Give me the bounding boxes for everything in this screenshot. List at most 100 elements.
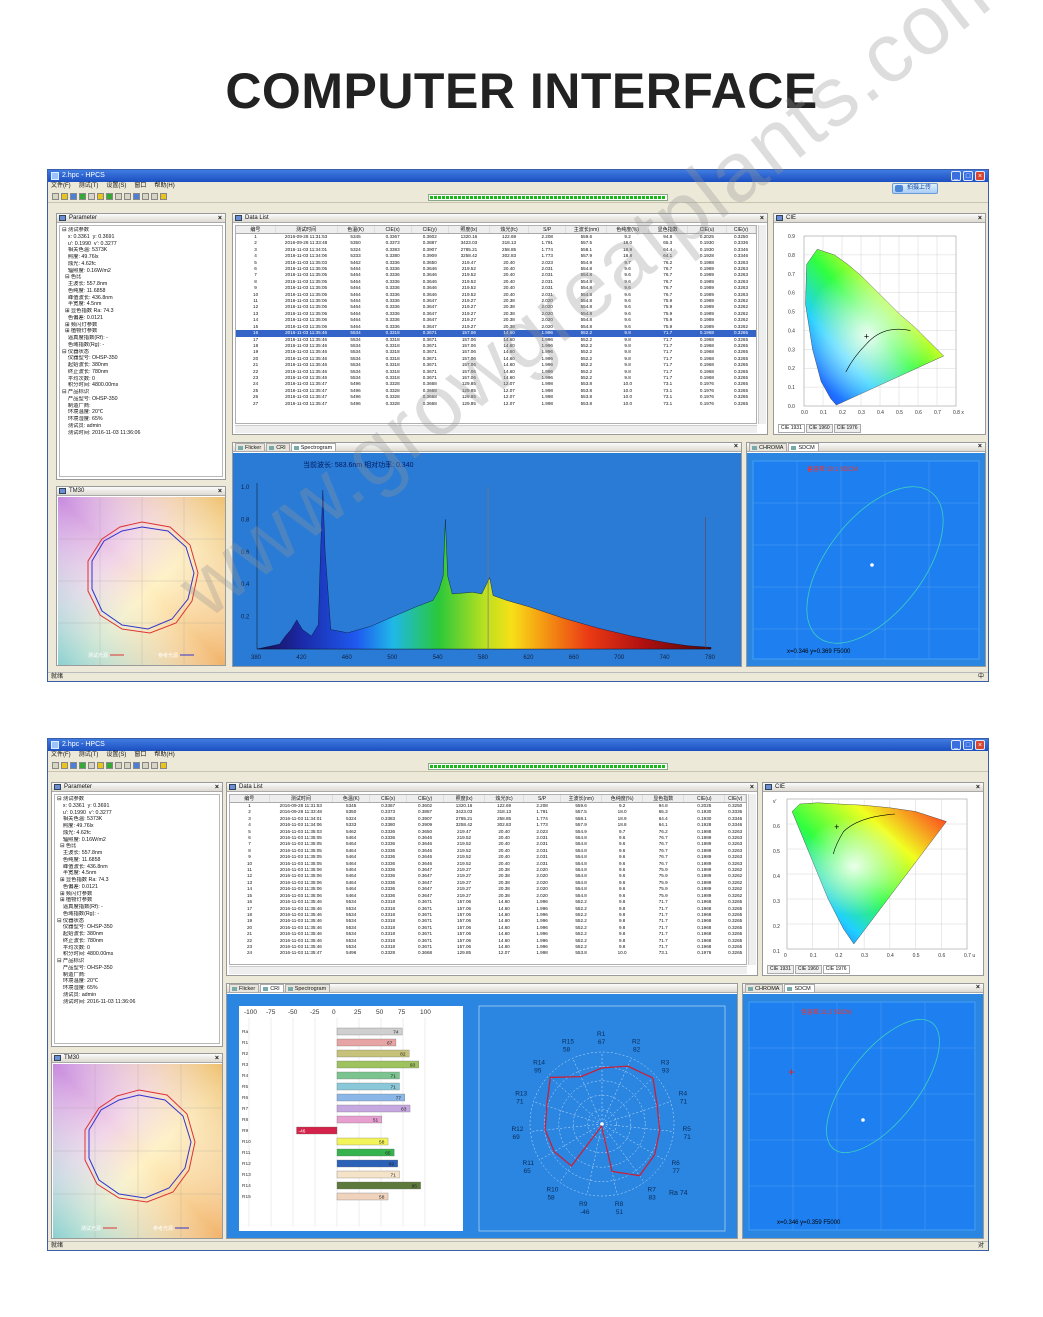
help-icon[interactable]: [160, 193, 167, 200]
maximize-button[interactable]: □: [963, 740, 973, 750]
vertical-scrollbar[interactable]: [748, 794, 756, 965]
parameter-line[interactable]: 平均次数: 0: [57, 944, 90, 951]
parameter-line[interactable]: 色偏差: 0.0121: [62, 314, 103, 321]
menu-test[interactable]: 测试(T): [78, 752, 99, 758]
column-header[interactable]: 照度(lx): [443, 795, 486, 803]
table-row[interactable]: 21 2016-11-03 11:35:46 5534 0.3318 0.3671 157…: [236, 362, 756, 368]
parameter-line[interactable]: 平均次数: 0: [62, 375, 95, 382]
table-row[interactable]: 14 2016-11-03 11:35:06 5464 0.3336 0.3647 219…: [230, 886, 746, 892]
parameter-line[interactable]: 积分时间: 4800.00ms: [62, 382, 119, 389]
column-header[interactable]: 显色指数: [648, 226, 688, 234]
menu-help[interactable]: 帮助(H): [154, 183, 175, 189]
parameter-line[interactable]: 产品型号: OHSP-350: [57, 964, 113, 971]
parameter-line[interactable]: 色域指数(Rg): -: [57, 910, 100, 917]
close-button[interactable]: ×: [975, 740, 985, 750]
cie-1931-diagram[interactable]: +0.0 0.1 0.2 0.3 0.4 0.5 0.6 0.7 0.8 x 0.9 0.8 0.7 0…: [786, 226, 966, 424]
table-row[interactable]: 18 2016-11-03 11:35:46 5534 0.3318 0.3671 157…: [230, 912, 746, 918]
tab-cie-1931[interactable]: CIE 1931: [767, 965, 794, 974]
close-icon[interactable]: ×: [759, 215, 764, 222]
tab-cie-1976[interactable]: CIE 1976: [833, 424, 861, 433]
column-header[interactable]: CIE(v): [726, 226, 756, 234]
grid-icon[interactable]: [88, 193, 95, 200]
column-header[interactable]: 色温(K): [337, 226, 375, 234]
table-row[interactable]: 5 2016-11-03 11:35:03 5462 0.3336 0.3650 219.…: [236, 260, 756, 266]
table-row[interactable]: 4 2016-11-03 11:34:06 5333 0.3380 0.3909 3258…: [230, 822, 746, 828]
tab-flicker[interactable]: Flicker: [235, 443, 266, 451]
tab-cri[interactable]: CRI: [260, 984, 284, 992]
parameter-line[interactable]: 峰值波长: 436.8nm: [62, 294, 113, 301]
parameter-line[interactable]: ⊞ 植物灯参数: [62, 328, 98, 335]
table-row[interactable]: 7 2016-11-03 11:35:05 5464 0.3336 0.3646 219.…: [230, 841, 746, 847]
table-row[interactable]: 20 2016-11-03 11:35:46 5534 0.3318 0.3671 157…: [236, 356, 756, 362]
parameter-line[interactable]: 相关色温: 5373K: [62, 247, 108, 254]
tools-icon[interactable]: [124, 193, 131, 200]
parameter-line[interactable]: 相关色温: 5373K: [57, 816, 103, 823]
settings-icon[interactable]: [133, 193, 140, 200]
parameter-line[interactable]: 峰值波长: 436.8nm: [57, 863, 108, 870]
close-icon[interactable]: ×: [733, 443, 738, 450]
cie-1976-diagram[interactable]: +0 0.1 0.2 0.3 0.4 0.5 0.6 0.7 u' v' 0.6 0.5 0.4 0.3…: [771, 795, 975, 961]
column-header[interactable]: 主波长(nm): [560, 795, 603, 803]
menu-help[interactable]: 帮助(H): [154, 752, 175, 758]
table-row[interactable]: 23 2016-11-03 11:35:46 5534 0.3318 0.3671 157…: [236, 375, 756, 381]
minimize-button[interactable]: _: [951, 740, 961, 750]
table-row[interactable]: 6 2016-11-03 11:35:05 5464 0.3336 0.3646 219.…: [236, 266, 756, 272]
column-header[interactable]: 色温(K): [332, 795, 371, 803]
table-row[interactable]: 14 2016-11-03 11:35:06 5464 0.3336 0.3647 219…: [236, 317, 756, 323]
table-row[interactable]: 3 2016-11-03 11:34:01 5324 0.3383 0.3907 2785…: [236, 247, 756, 253]
parameter-line[interactable]: 测试员: admin: [57, 991, 97, 998]
pause-icon[interactable]: [97, 193, 104, 200]
table-row[interactable]: 10 2016-11-03 11:35:05 5464 0.3336 0.3646 219…: [236, 292, 756, 298]
parameter-line[interactable]: 色域指数(Rg): -: [62, 341, 105, 348]
table-row[interactable]: 24 2016-11-03 11:35:47 5496 0.3328 0.3668 129…: [236, 381, 756, 387]
horizontal-scrollbar[interactable]: [229, 966, 747, 974]
parameter-line[interactable]: ⊟ 测试参数: [57, 796, 85, 802]
parameter-line[interactable]: 半宽度: 4.5nm: [62, 301, 102, 308]
tab-chroma[interactable]: CHROMA: [745, 984, 784, 992]
parameter-line[interactable]: 照度: 49.76lx: [62, 254, 99, 260]
parameter-line[interactable]: 环境湿度: 65%: [62, 416, 103, 422]
tab-cie-1960[interactable]: CIE 1960: [794, 965, 822, 974]
column-header[interactable]: CIE(x): [369, 795, 408, 803]
grid-icon[interactable]: [88, 762, 95, 769]
open-folder-icon[interactable]: [61, 193, 68, 200]
data-table[interactable]: 编号 测试时间 色温(K) CIE(x) CIE(y) 照度(lx) 烛光(fc) S/P 主波…: [235, 225, 757, 424]
column-header[interactable]: 编号: [230, 795, 270, 803]
parameter-line[interactable]: ⊞ 显色指数 Ra: 74.3: [57, 877, 109, 883]
parameter-line[interactable]: 积分时间: 4800.00ms: [57, 951, 114, 958]
save-icon[interactable]: [70, 762, 77, 769]
parameter-line[interactable]: 环境湿度: 65%: [57, 985, 98, 991]
parameter-line[interactable]: ⊞ 频闪灯参数: [57, 890, 93, 897]
parameter-line[interactable]: 制造厂商:: [62, 402, 91, 409]
column-header[interactable]: 测试时间: [275, 226, 338, 234]
column-header[interactable]: S/P: [528, 226, 567, 234]
table-row[interactable]: 24 2016-11-03 11:35:47 5496 0.3328 0.3668 129…: [230, 950, 746, 956]
print-icon[interactable]: [142, 193, 149, 200]
parameter-line[interactable]: ⊟ 测试参数: [62, 227, 90, 233]
parameter-line[interactable]: 终止波长: 780nm: [57, 937, 104, 944]
print-preview-icon[interactable]: [151, 193, 158, 200]
table-row[interactable]: 25 2016-11-03 11:35:47 5496 0.3328 0.3668 129…: [236, 388, 756, 394]
close-icon[interactable]: ×: [975, 784, 980, 791]
column-header[interactable]: S/P: [523, 795, 562, 803]
table-row[interactable]: 21 2016-11-03 11:35:46 5534 0.3318 0.3671 157…: [230, 931, 746, 937]
vertical-scrollbar[interactable]: [758, 225, 766, 424]
table-row[interactable]: 12 2016-11-03 11:35:06 5464 0.3336 0.3647 219…: [230, 873, 746, 879]
column-header[interactable]: 照度(lx): [448, 226, 491, 234]
table-row[interactable]: 27 2016-11-03 11:35:47 5496 0.3328 0.3668 129…: [236, 401, 756, 407]
table-row[interactable]: 2 2016-09-28 11:33:48 5350 0.3373 0.3887 3423…: [230, 809, 746, 815]
table-row[interactable]: 22 2016-11-03 11:35:46 5534 0.3318 0.3671 157…: [236, 369, 756, 375]
table-row[interactable]: 26 2016-11-03 11:35:47 5496 0.3328 0.3668 129…: [236, 394, 756, 400]
help-icon[interactable]: [160, 762, 167, 769]
parameter-line[interactable]: ⊟ 色比: [62, 274, 82, 281]
parameter-line[interactable]: 起始波长: 380nm: [57, 931, 104, 937]
tab-spectrogram[interactable]: Spectrogram: [284, 984, 331, 992]
parameter-line[interactable]: 仪器型号: OHSP-350: [62, 355, 118, 362]
table-row[interactable]: 22 2016-11-03 11:35:46 5534 0.3318 0.3671 157…: [230, 938, 746, 944]
parameter-line[interactable]: u': 0.1990 v': 0.3277: [62, 240, 117, 247]
tab-spectrogram[interactable]: Spectrogram: [290, 443, 337, 451]
column-header[interactable]: CIE(y): [411, 226, 449, 234]
parameter-line[interactable]: 主波长: 557.8nm: [57, 850, 103, 856]
close-icon[interactable]: ×: [975, 984, 980, 991]
parameter-line[interactable]: 制造厂商:: [57, 971, 86, 978]
